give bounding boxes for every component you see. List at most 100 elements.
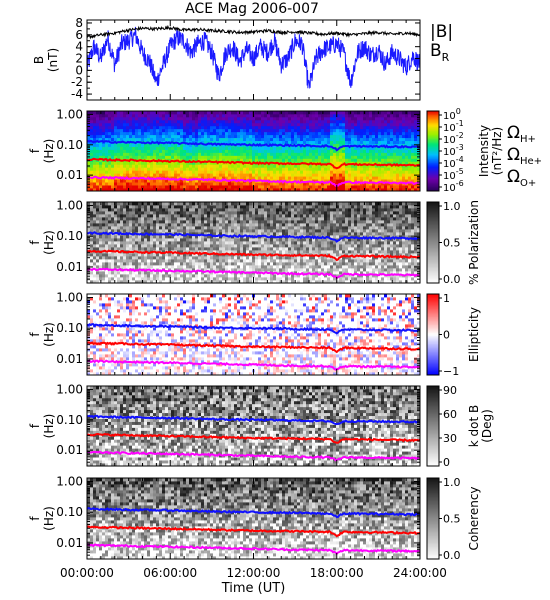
heatmap-cell [234, 137, 238, 142]
heatmap-cell [324, 116, 328, 121]
heatmap-cell [381, 131, 385, 136]
heatmap-cell [381, 119, 385, 124]
heatmap-cell [408, 111, 412, 115]
heatmap-cell [363, 149, 367, 153]
heatmap-cell [150, 137, 154, 142]
heatmap-cell [318, 111, 322, 115]
heatmap-cell [231, 188, 235, 192]
heatmap-cell [102, 226, 106, 230]
heatmap-cell [387, 170, 391, 174]
heatmap-cell [159, 164, 163, 168]
heatmap-cell [387, 176, 391, 180]
heatmap-cell [384, 188, 388, 192]
heatmap-cell [108, 253, 112, 257]
heatmap-cell [219, 226, 223, 230]
heatmap-cell [249, 164, 253, 168]
heatmap-cell [246, 164, 250, 168]
heatmap-cell [180, 167, 184, 171]
heatmap-cell [204, 256, 208, 260]
heatmap-cell [264, 125, 268, 130]
heatmap-cell [198, 226, 202, 230]
heatmap-cell [330, 158, 334, 162]
heatmap-cell [174, 238, 178, 242]
heatmap-cell [165, 256, 169, 260]
heatmap-cell [108, 155, 112, 159]
heatmap-cell [285, 111, 289, 115]
colorbar-step [427, 177, 439, 180]
heatmap-cell [249, 137, 253, 142]
heatmap-cell [306, 137, 310, 142]
heatmap-cell [174, 128, 178, 133]
heatmap-cell [159, 137, 163, 142]
heatmap-cell [195, 131, 199, 136]
heatmap-cell [117, 146, 121, 150]
heatmap-cell [414, 137, 418, 142]
heatmap-cell [108, 208, 112, 212]
heatmap-cell [192, 226, 196, 230]
heatmap-cell [237, 140, 241, 144]
heatmap-cell [138, 280, 142, 284]
heatmap-cell [219, 277, 223, 281]
heatmap-cell [165, 185, 169, 189]
heatmap-cell [111, 211, 115, 215]
heatmap-cell [339, 188, 343, 192]
heatmap-cell [90, 167, 94, 171]
heatmap-cell [177, 238, 181, 242]
heatmap-cell [288, 111, 292, 115]
heatmap-cell [129, 238, 133, 242]
heatmap-cell [111, 131, 115, 136]
heatmap-cell [201, 182, 205, 186]
heatmap-cell [360, 161, 364, 165]
heatmap-cell [168, 268, 172, 272]
heatmap-cell [216, 232, 220, 236]
heatmap-cell [213, 116, 217, 121]
heatmap-cell [360, 176, 364, 180]
heatmap-cell [96, 125, 100, 130]
heatmap-cell [300, 182, 304, 186]
heatmap-cell [384, 179, 388, 183]
heatmap-cell [357, 125, 361, 130]
heatmap-cell [285, 125, 289, 130]
heatmap-cell [324, 170, 328, 174]
heatmap-cell [396, 149, 400, 153]
heatmap-cell [279, 188, 283, 192]
heatmap-cell [132, 185, 136, 189]
heatmap-cell [162, 143, 166, 147]
heatmap-cell [180, 223, 184, 227]
heatmap-cell [234, 280, 238, 284]
heatmap-cell [351, 116, 355, 121]
heatmap-cell [312, 146, 316, 150]
heatmap-cell [96, 220, 100, 224]
heatmap-cell [399, 137, 403, 142]
heatmap-cell [102, 155, 106, 159]
heatmap-cell [126, 274, 130, 278]
heatmap-cell [408, 128, 412, 133]
heatmap-cell [123, 274, 127, 278]
heatmap-cell [255, 217, 259, 221]
colorbar-label: Intensity (nT²/Hz) [477, 125, 504, 177]
heatmap-cell [261, 164, 265, 168]
heatmap-cell [207, 131, 211, 136]
heatmap-cell [117, 128, 121, 133]
heatmap-cell [237, 134, 241, 139]
heatmap-cell [156, 155, 160, 159]
heatmap-cell [234, 146, 238, 150]
heatmap-cell [396, 131, 400, 136]
heatmap-cell [264, 265, 268, 269]
heatmap-cell [336, 161, 340, 165]
heatmap-cell [384, 170, 388, 174]
heatmap-cell [339, 161, 343, 165]
heatmap-cell [171, 274, 175, 278]
heatmap-cell [264, 158, 268, 162]
heatmap-cell [393, 146, 397, 150]
heatmap-cell [222, 188, 226, 192]
heatmap-cell [216, 277, 220, 281]
heatmap-cell [255, 164, 259, 168]
heatmap-cell [144, 164, 148, 168]
heatmap-cell [243, 182, 247, 186]
heatmap-cell [177, 259, 181, 263]
heatmap-cell [369, 134, 373, 139]
heatmap-cell [276, 164, 280, 168]
heatmap-cell [126, 223, 130, 227]
